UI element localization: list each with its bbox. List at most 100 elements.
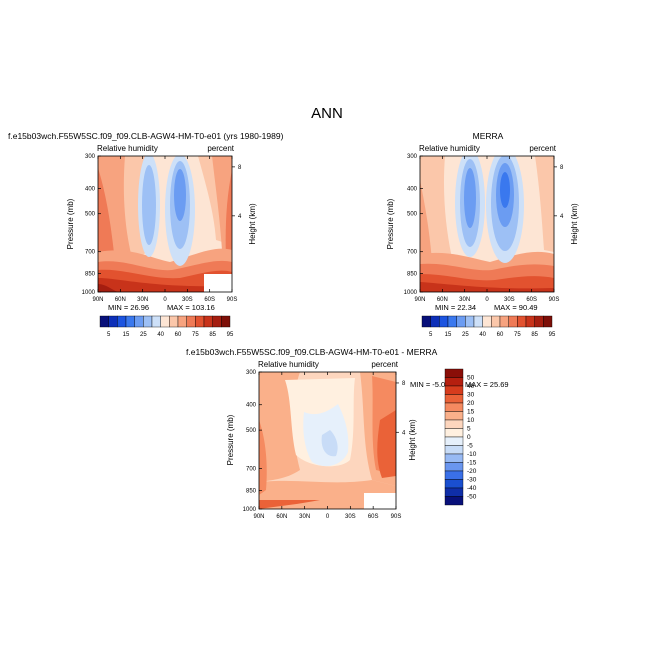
colorbar-swatch — [534, 315, 544, 328]
y-tick-label: 850 — [407, 272, 418, 278]
colorbar-swatch — [447, 315, 457, 328]
colorbar-label: 15 — [467, 409, 475, 416]
x-tick-label: 30N — [137, 297, 148, 303]
colorbar-swatch — [160, 315, 170, 328]
contour-band — [377, 410, 396, 478]
y-tick-label: 700 — [407, 250, 418, 256]
y-tick-label: 700 — [85, 250, 96, 256]
y-tick-label: 1000 — [243, 507, 257, 513]
colorbar-label: 40 — [157, 332, 164, 338]
missing-data-mask — [204, 274, 232, 292]
panel-obs: MERRA Relative humidity percent 90N 60N 30… — [386, 131, 579, 338]
colorbar-label: 15 — [445, 332, 452, 338]
colorbar-label: -30 — [467, 477, 477, 484]
panel-diff-min: MIN = -5.04 — [410, 380, 449, 389]
colorbar-swatch — [482, 315, 492, 328]
colorbar-label: 25 — [140, 332, 147, 338]
colorbar-label: -15 — [467, 460, 477, 467]
x-tick-label: 30N — [459, 297, 470, 303]
y-tick-label: 400 — [407, 186, 418, 192]
contour-band — [98, 284, 118, 292]
x-tick-label: 60N — [115, 297, 126, 303]
colorbar-label: 0 — [467, 434, 471, 441]
panel-obs-subtitle-left: Relative humidity — [419, 144, 480, 153]
colorbar-label: 40 — [467, 383, 475, 390]
panel-obs-min: MIN = 22.34 — [435, 303, 476, 312]
panel-model-axes: 90N 60N 30N 0 30S 60S 90S 300 400 500 700 850 1000 8 4 — [82, 154, 242, 303]
contour-band — [98, 168, 115, 266]
colorbar-swatch — [151, 315, 161, 328]
x-tick-label: 60S — [368, 514, 379, 520]
panel-obs-subtitle-right: percent — [529, 144, 556, 153]
colorbar-swatch — [444, 368, 464, 378]
colorbar-label: 5 — [429, 332, 433, 338]
panel-model-min: MIN = 26.96 — [108, 303, 149, 312]
colorbar-label: 60 — [175, 332, 182, 338]
colorbar-label: 95 — [549, 332, 556, 338]
colorbar-swatch — [99, 315, 109, 328]
panel-diff-subtitle-left: Relative humidity — [258, 360, 319, 369]
colorbar-label: -5 — [467, 443, 473, 450]
colorbar-label: 95 — [227, 332, 234, 338]
x-tick-label: 0 — [485, 297, 489, 303]
colorbar-label: -10 — [467, 451, 477, 458]
x-tick-label: 90N — [253, 514, 264, 520]
colorbar-swatch — [212, 315, 222, 328]
height-tick-label: 4 — [560, 214, 564, 220]
colorbar-swatch — [444, 470, 464, 480]
colorbar-swatch — [221, 315, 231, 328]
panel-diff-ylabel: Pressure (mb) — [226, 414, 235, 465]
colorbar-label: 5 — [467, 426, 471, 433]
colorbar-swatch — [203, 315, 213, 328]
panel-diff-axes: 90N 60N 30N 0 30S 60S 90S 300 400 500 700 850 1000 8 4 — [243, 370, 406, 520]
contour-band — [535, 156, 554, 252]
colorbar-label: 40 — [479, 332, 486, 338]
colorbar-label: -40 — [467, 485, 477, 492]
panel-diff-right-label: Height (km) — [408, 419, 417, 461]
panel-diff-title: f.e15b03wch.F55W5SC.f09_f09.CLB-AGW4-HM-… — [186, 347, 438, 357]
colorbar-swatch — [499, 315, 509, 328]
colorbar-label: -20 — [467, 468, 477, 475]
x-tick-label: 90S — [391, 514, 402, 520]
contour-band — [259, 500, 320, 509]
colorbar-swatch — [473, 315, 483, 328]
colorbar-swatch — [444, 385, 464, 395]
y-tick-label: 850 — [85, 272, 96, 278]
panel-obs-plot — [420, 156, 554, 292]
contour-band — [225, 170, 232, 262]
colorbar-label: 30 — [467, 392, 475, 399]
panel-obs-right-label: Height (km) — [570, 203, 579, 245]
contour-band — [321, 430, 338, 457]
y-tick-label: 500 — [246, 428, 257, 434]
height-tick-label: 4 — [402, 430, 406, 436]
colorbar-label: 15 — [123, 332, 130, 338]
panel-obs-colorbar: 5 15 25 40 60 75 85 95 — [421, 315, 556, 338]
y-tick-label: 400 — [246, 403, 257, 409]
panel-model-colorbar: 5 15 25 40 60 75 85 95 — [99, 315, 234, 338]
colorbar-swatch — [444, 436, 464, 446]
colorbar-swatch — [444, 402, 464, 412]
colorbar-swatch — [430, 315, 440, 328]
height-tick-label: 8 — [238, 165, 242, 171]
contour-band — [142, 165, 156, 245]
colorbar-label: 10 — [467, 417, 475, 424]
contour-band — [420, 180, 432, 264]
x-tick-label: 90N — [92, 297, 103, 303]
colorbar-swatch — [177, 315, 187, 328]
panel-model: f.e15b03wch.F55W5SC.f09_f09.CLB-AGW4-HM-… — [8, 131, 284, 338]
colorbar-label: 5 — [107, 332, 111, 338]
panel-diff-subtitle-right: percent — [371, 360, 398, 369]
colorbar-swatch — [525, 315, 535, 328]
colorbar-swatch — [439, 315, 449, 328]
x-tick-label: 90N — [414, 297, 425, 303]
panel-diff-max: MAX = 25.69 — [465, 380, 509, 389]
x-tick-label: 0 — [326, 514, 330, 520]
colorbar-label: 25 — [462, 332, 469, 338]
x-tick-label: 30S — [504, 297, 515, 303]
panel-obs-title: MERRA — [473, 131, 504, 141]
colorbar-swatch — [444, 419, 464, 429]
colorbar-swatch — [444, 428, 464, 438]
y-tick-label: 300 — [246, 370, 257, 376]
y-tick-label: 1000 — [82, 290, 96, 296]
panel-obs-axes: 90N 60N 30N 0 30S 60S 90S 300 400 500 700 850 1000 8 4 — [404, 154, 564, 303]
